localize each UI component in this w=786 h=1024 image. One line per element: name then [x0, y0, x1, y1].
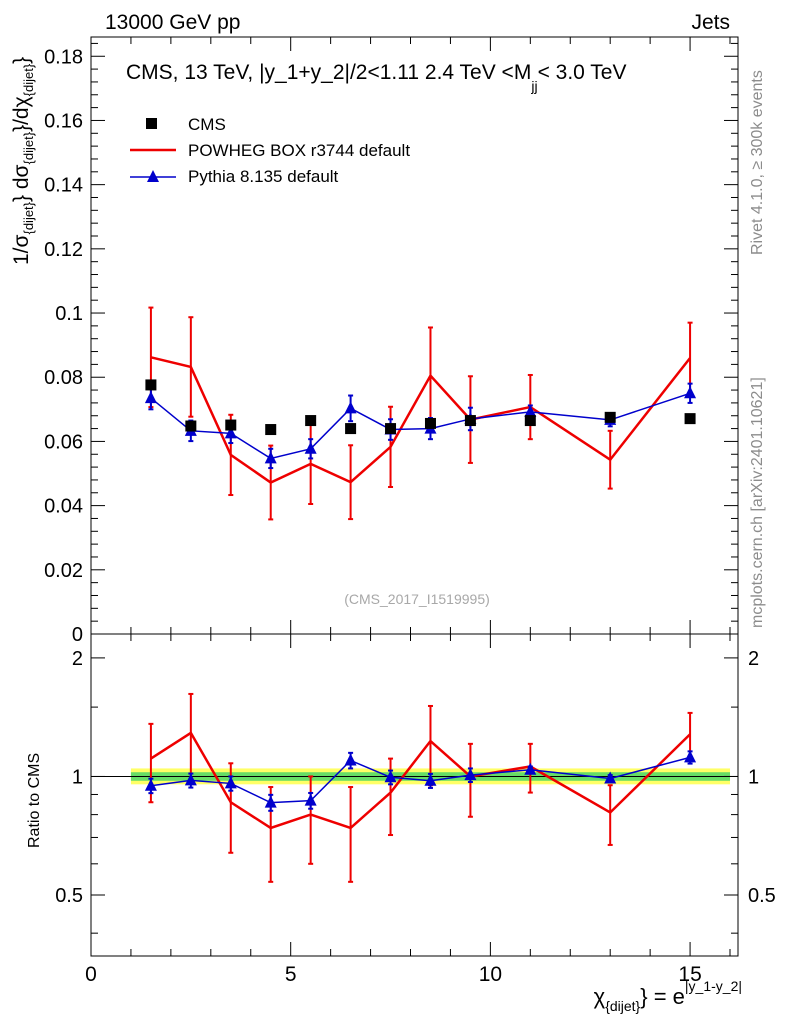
legend-pythia-marker	[147, 170, 159, 182]
main-y-axis-label: 1/σ{dijet}} dσ{dijet}}/dχ{dijet}}	[10, 57, 36, 265]
x-tick-label: 5	[285, 963, 297, 986]
ratio-x-axis: 0 5 10 15	[85, 634, 731, 986]
chart-title-tail: < 3.0 TeV	[538, 61, 627, 84]
energy-label: 13000 GeV pp	[105, 11, 240, 34]
pythia-ratio-line	[150, 756, 691, 804]
chart-title-sub: jj	[530, 78, 537, 94]
main-y-tick-label: 0.06	[44, 431, 83, 453]
pythia-point	[684, 386, 697, 399]
legend-powheg-label: POWHEG BOX r3744 default	[188, 141, 410, 160]
pythia-ratio-point	[264, 795, 277, 808]
main-x-ticks	[90, 37, 731, 634]
x-tick-label: 10	[479, 963, 502, 986]
cms-data-point	[305, 415, 317, 427]
powheg-line	[150, 356, 692, 484]
pythia-ratio-point	[524, 762, 537, 775]
ratio-y-tick-label: 1	[72, 766, 83, 788]
main-y-tick-label: 0.18	[44, 46, 83, 68]
ratio-y-tick-label: 2	[72, 648, 83, 670]
cms-data-point	[265, 424, 277, 436]
ratio-y-tick-label-right: 0.5	[748, 885, 776, 907]
pythia-ratio-point	[424, 773, 437, 786]
main-y-tick-label: 0.16	[44, 110, 83, 132]
ratio-y-axis-label: Ratio to CMS	[26, 753, 43, 848]
pythia-line	[150, 392, 691, 460]
mcplots-label: mcplots.cern.ch [arXiv:2401.10621]	[749, 377, 766, 628]
analysis-id: (CMS_2017_I1519995)	[344, 591, 490, 607]
ratio-y-tick-label-right: 1	[748, 766, 759, 788]
legend-cms-label: CMS	[188, 115, 226, 134]
main-y-axis: 0 0.02 0.04 0.06 0.08 0.1 0.12 0.14 0.16 0.18	[44, 42, 738, 646]
x-axis-label: χ{dijet}} = e|y_1-y_2|	[594, 978, 742, 1014]
main-y-tick-label: 0.08	[44, 367, 83, 389]
pythia-ratio-point	[224, 776, 237, 789]
ratio-y-tick-label-right: 2	[748, 648, 759, 670]
cms-data-point	[424, 417, 436, 429]
cms-data-point	[225, 419, 237, 431]
pythia-point	[264, 451, 277, 464]
main-y-tick-label: 0.14	[44, 175, 83, 197]
ratio-frame	[90, 633, 739, 957]
main-y-tick-label: 0.12	[44, 239, 83, 261]
pythia-ratio-point	[344, 753, 357, 766]
main-y-tick-label: 0.1	[55, 303, 83, 325]
rivet-label: Rivet 4.1.0, ≥ 300k events	[749, 70, 766, 255]
main-series	[144, 306, 697, 521]
chart-title: CMS, 13 TeV, |y_1+y_2|/2<1.11 2.4 TeV <M…	[126, 61, 627, 94]
legend-pythia-label: Pythia 8.135 default	[188, 167, 339, 186]
ratio-panel: 0.5 0.5 1 1 2 2 0 5 10 15 Ratio to CMS χ{dijet}}…	[26, 633, 776, 1014]
pythia-ratio-point	[604, 771, 617, 784]
pythia-ratio-point	[184, 773, 197, 786]
pythia-ratio-point	[684, 750, 697, 763]
pythia-ratio-point	[304, 793, 317, 806]
cms-data-point	[524, 415, 536, 427]
pythia-point	[224, 426, 237, 439]
legend-cms-marker	[146, 118, 157, 129]
main-y-tick-label: 0.02	[44, 560, 83, 582]
x-tick-label: 15	[678, 963, 701, 986]
cms-data-point	[385, 423, 397, 435]
legend: CMS POWHEG BOX r3744 default Pythia 8.13…	[130, 115, 410, 186]
pythia-point	[344, 401, 357, 414]
cms-data-point	[604, 411, 616, 423]
main-panel: 0 0.02 0.04 0.06 0.08 0.1 0.12 0.14 0.16 0.18 CMS…	[10, 36, 739, 646]
process-label: Jets	[691, 11, 730, 34]
ratio-y-tick-label: 0.5	[55, 885, 83, 907]
pythia-ratio-point	[144, 778, 157, 791]
cms-data-point	[464, 415, 476, 427]
pythia-point	[304, 441, 317, 454]
main-y-tick-label: 0	[72, 624, 83, 646]
pythia-point	[144, 391, 157, 404]
pythia-ratio-point	[384, 770, 397, 783]
cms-data-point	[145, 379, 157, 391]
main-y-tick-label: 0.04	[44, 496, 83, 518]
powheg-ratio-line	[150, 731, 691, 830]
cms-data-point	[345, 423, 357, 435]
ratio-y-axis: 0.5 0.5 1 1 2 2	[55, 648, 776, 934]
pythia-point	[524, 404, 537, 417]
cms-data-point	[684, 413, 696, 425]
cms-data-point	[185, 420, 197, 432]
pythia-ratio-point	[464, 768, 477, 781]
ratio-series	[144, 692, 697, 883]
x-tick-label: 0	[85, 963, 97, 986]
